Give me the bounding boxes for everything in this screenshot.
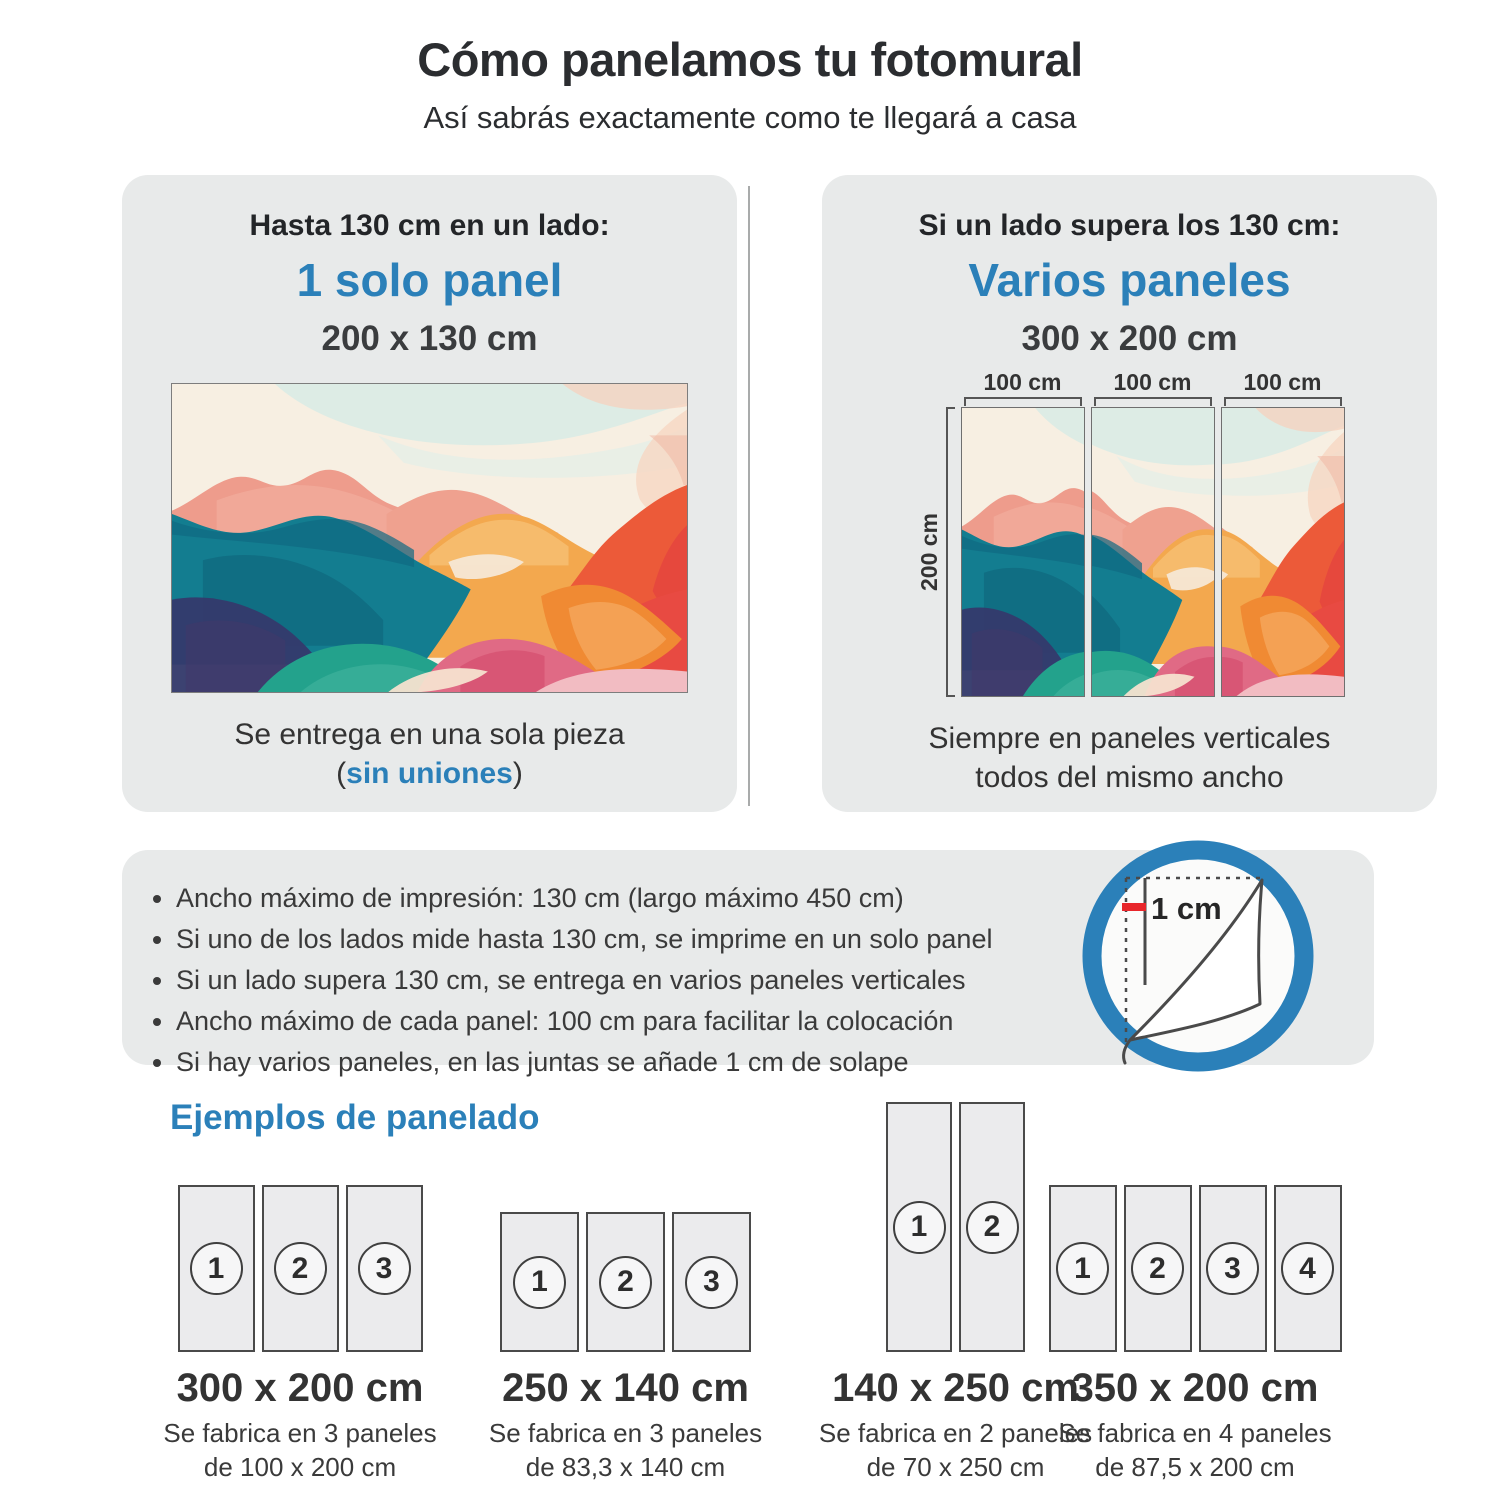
width-bracket [1093,397,1212,406]
width-labels: 100 cm 100 cm 100 cm [961,371,1345,407]
mural-image-slices [960,407,1345,697]
example-desc-line: de 87,5 x 200 cm [1095,1451,1295,1482]
example-desc-line: Se fabrica en 2 paneles [818,1418,1093,1448]
page-title: Cómo panelamos tu fotomural [417,33,1083,86]
rule-item: Ancho máximo de impresión: 130 cm (largo… [176,883,1374,914]
mural-slice-1 [960,407,1085,697]
width-label-text: 100 cm [1243,369,1322,395]
height-label-text: 200 cm [915,512,942,592]
rule-item: Si hay varios paneles, en las juntas se … [176,1047,1374,1078]
example-panels: 1 2 3 [177,1090,423,1352]
panel: 2 [261,1185,339,1352]
example-panels: 1 2 3 [500,1090,751,1352]
caption-paren: ) [512,757,523,790]
panel-number: 2 [273,1242,327,1295]
caption-highlight: sin uniones [346,757,513,790]
panel-number: 3 [685,1255,738,1309]
panel: 1 [886,1102,952,1352]
caption-line: Se entrega en una sola pieza [234,718,625,751]
example-panels: 1 2 [886,1090,1025,1352]
panel: 2 [959,1102,1025,1352]
panel: 1 [177,1185,255,1352]
example-desc-line: de 83,3 x 140 cm [525,1451,726,1482]
single-panel-highlight: 1 solo panel [296,254,563,306]
panel: 3 [1198,1185,1267,1352]
single-panel-caption: Se entrega en una sola pieza (sin unione… [234,715,624,793]
example-desc-line: Se fabrica en 3 paneles [163,1418,437,1448]
mural-slice-3 [1220,407,1345,697]
width-bracket [1223,397,1342,406]
panel-number: 4 [1281,1242,1334,1295]
width-label-text: 100 cm [1113,369,1192,395]
multi-panel-card: Si un lado supera los 130 cm: Varios pan… [822,175,1437,812]
panel-number: 1 [189,1242,243,1295]
panel-number: 2 [599,1255,652,1309]
panel-number: 2 [1131,1242,1184,1295]
panel: 2 [586,1212,665,1352]
overlap-1cm-icon: 1 cm [1082,840,1314,1072]
width-label: 100 cm [1091,371,1215,407]
example-desc-line: Se fabrica en 3 paneles [488,1418,763,1448]
example-panels: 1 2 3 4 [1048,1090,1342,1352]
panel-number: 3 [357,1242,411,1295]
panel-number: 1 [1056,1242,1109,1295]
panel: 1 [1048,1185,1117,1352]
example-desc: Se fabrica en 4 paneles de 87,5 x 200 cm [1058,1417,1331,1485]
panel-number: 2 [965,1200,1019,1254]
overlap-label: 1 cm [1151,891,1222,926]
panel: 2 [1123,1185,1192,1352]
rule-item: Si un lado supera 130 cm, se entrega en … [176,965,1374,996]
cards-divider [748,186,750,806]
examples-heading: Ejemplos de panelado [170,1098,540,1137]
example-size: 140 x 250 cm [832,1366,1079,1410]
mural-slice-2 [1090,407,1215,697]
example-size: 300 x 200 cm [176,1366,424,1410]
rule-item: Si uno de los lados mide hasta 130 cm, s… [176,924,1374,955]
rules-list: Ancho máximo de impresión: 130 cm (largo… [150,883,1374,1078]
multi-panel-size: 300 x 200 cm [1021,319,1238,358]
panel-number: 1 [892,1200,946,1254]
caption-line: Siempre en paneles verticales [928,722,1331,755]
example-size: 250 x 140 cm [502,1366,749,1410]
multi-panel-condition: Si un lado supera los 130 cm: [918,209,1341,242]
panel: 3 [345,1185,423,1352]
single-panel-condition: Hasta 130 cm en un lado: [249,209,610,242]
caption-line: todos del mismo ancho [975,761,1284,794]
height-label-cell: 200 cm [915,407,961,697]
width-label: 100 cm [961,371,1085,407]
example-desc: Se fabrica en 3 paneles de 83,3 x 140 cm [489,1417,762,1485]
single-panel-size: 200 x 130 cm [321,319,538,358]
width-label-text: 100 cm [983,369,1062,395]
height-bracket [945,407,955,697]
width-label: 100 cm [1221,371,1345,407]
multi-panel-caption: Siempre en paneles verticales todos del … [929,719,1331,797]
caption-paren: ( [336,757,347,790]
example-350x200: 1 2 3 4 350 x 200 cm Se fabrica en 4 pan… [1030,1090,1360,1485]
multi-panel-highlight: Varios paneles [968,254,1291,306]
panel-number: 1 [513,1255,566,1309]
example-desc-line: de 100 x 200 cm [203,1451,397,1482]
single-panel-card: Hasta 130 cm en un lado: 1 solo panel 20… [122,175,737,812]
page-subtitle: Así sabrás exactamente como te llegará a… [423,100,1077,135]
example-desc: Se fabrica en 3 paneles de 100 x 200 cm [163,1417,436,1485]
example-desc-line: de 70 x 250 cm [866,1451,1045,1482]
example-size: 350 x 200 cm [1071,1366,1319,1410]
example-250x140: 1 2 3 250 x 140 cm Se fabrica en 3 panel… [468,1090,783,1485]
example-desc: Se fabrica en 2 paneles de 70 x 250 cm [819,1417,1092,1485]
panel-diagram: 100 cm 100 cm 100 cm 200 cm [915,371,1345,697]
rule-item: Ancho máximo de cada panel: 100 cm para … [176,1006,1374,1037]
example-300x200: 1 2 3 300 x 200 cm Se fabrica en 3 panel… [140,1090,460,1485]
panel: 1 [500,1212,579,1352]
example-desc-line: Se fabrica en 4 paneles [1058,1418,1332,1448]
mural-image-single [171,383,688,693]
panel: 3 [672,1212,751,1352]
panel: 4 [1273,1185,1342,1352]
panel-number: 3 [1206,1242,1259,1295]
example-140x250: 1 2 140 x 250 cm Se fabrica en 2 paneles… [788,1090,1123,1485]
width-bracket [963,397,1082,406]
